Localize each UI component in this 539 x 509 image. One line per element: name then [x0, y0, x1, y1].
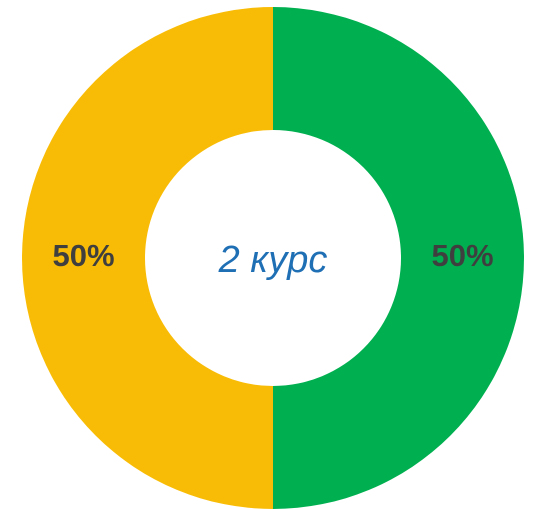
- value-label: 50%: [431, 238, 493, 273]
- value-label: 50%: [52, 238, 114, 273]
- slice: [22, 7, 273, 509]
- center-label: 2 курс: [218, 239, 328, 281]
- slice: [273, 7, 524, 509]
